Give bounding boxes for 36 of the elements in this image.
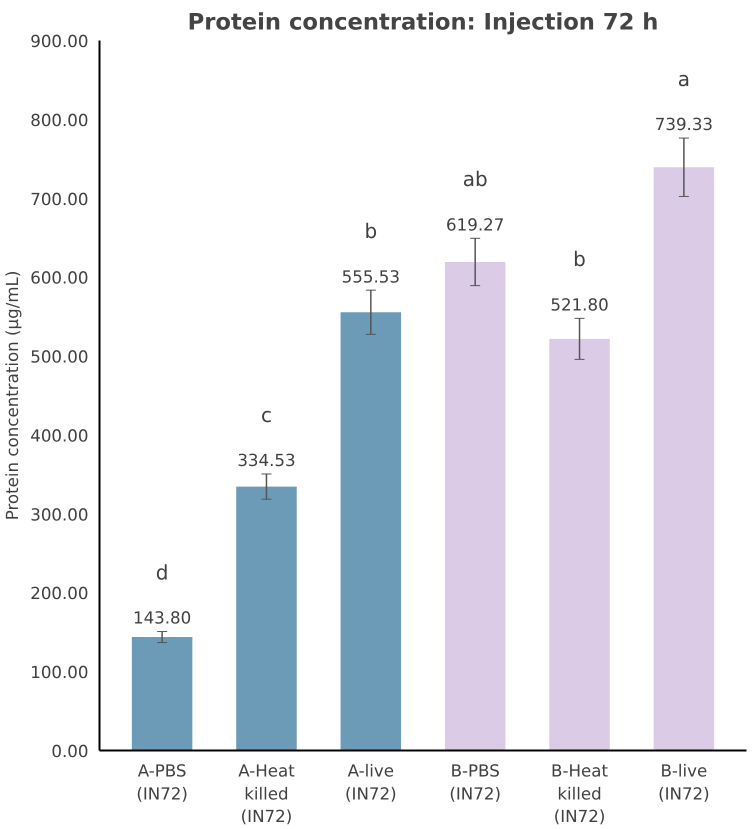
annotation: b (573, 247, 586, 272)
bar (236, 486, 297, 750)
data-label: 521.80 (550, 295, 609, 314)
y-axis-title: Protein concentration (µg/mL) (3, 270, 22, 520)
bar (444, 262, 506, 750)
x-tick-label: A-PBS (IN72) (136, 762, 188, 804)
annotation: d (156, 560, 168, 584)
bar (549, 338, 610, 750)
data-label: 143.80 (132, 608, 192, 628)
bar (654, 167, 714, 750)
x-tick-label: B-PBS (IN72) (449, 762, 501, 804)
y-tick-label: 0.00 (51, 742, 89, 761)
y-tick-label: 800.00 (30, 110, 88, 130)
y-tick-label: 400.00 (30, 426, 88, 446)
data-label: 555.53 (342, 267, 400, 286)
data-label: 739.33 (654, 115, 714, 134)
x-tick-label: B-Heat killed (IN72) (551, 762, 608, 826)
annotation: ab (462, 167, 488, 192)
bar (132, 637, 192, 750)
y-tick-label: 200.00 (30, 584, 88, 604)
y-tick-label: 300.00 (30, 505, 88, 524)
annotation: b (364, 218, 378, 243)
annotation: a (678, 66, 690, 91)
x-tick-label: B-live (IN72) (658, 762, 710, 804)
data-label: 619.27 (446, 215, 504, 234)
y-tick-label: 700.00 (30, 190, 88, 209)
annotation: c (260, 402, 272, 427)
y-tick-label: 100.00 (30, 663, 88, 682)
chart-title: Protein concentration: Injection 72 h (188, 10, 658, 36)
y-tick-label: 600.00 (30, 268, 88, 288)
y-tick-label: 500.00 (30, 348, 88, 367)
x-tick-label: A-live (IN72) (345, 762, 397, 804)
y-tick-label: 900.00 (30, 32, 88, 51)
bar (340, 312, 402, 750)
data-label: 334.53 (237, 451, 296, 470)
x-tick-label: A-Heat killed (IN72) (238, 762, 296, 826)
